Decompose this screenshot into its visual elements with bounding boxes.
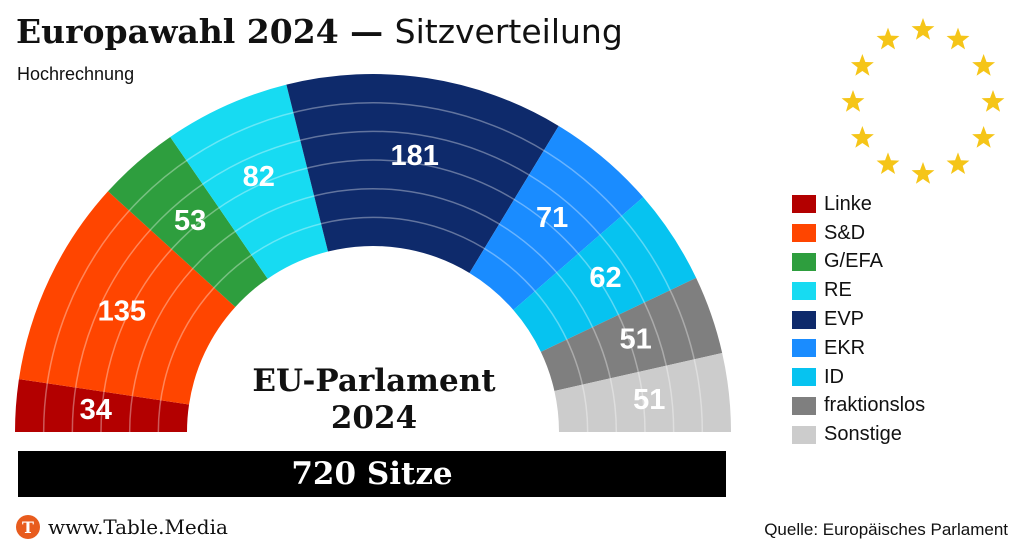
seat-label-sonstige: 51 xyxy=(633,384,665,416)
total-seats-bar: 720 Sitze xyxy=(18,451,726,497)
star-icon xyxy=(850,126,874,148)
star-icon xyxy=(841,90,865,112)
seat-segment-evp xyxy=(286,74,559,273)
legend-label: EVP xyxy=(824,308,865,331)
legend-label: ID xyxy=(824,365,844,388)
legend-swatch xyxy=(792,368,816,387)
seat-label-fraktionslos: 51 xyxy=(620,324,652,356)
legend-label: fraktionslos xyxy=(824,394,926,417)
seat-segments xyxy=(15,74,731,432)
seat-segment-id xyxy=(513,197,697,352)
legend-swatch xyxy=(792,224,816,243)
chart-subtitle: Hochrechnung xyxy=(17,64,135,84)
legend-label: G/EFA xyxy=(824,250,883,273)
seat-ring-line xyxy=(100,159,646,433)
seat-label-s-d: 135 xyxy=(98,296,146,328)
legend: Linke S&D G/EFA RE EVP EKR ID fraktionslos Sonst… xyxy=(792,190,925,449)
seat-labels: 34 135 53 82 181 71 62 51 51 xyxy=(80,140,666,426)
seat-segment-linke xyxy=(15,379,190,432)
legend-swatch xyxy=(792,310,816,329)
legend-label: Sonstige xyxy=(824,423,902,446)
star-icon xyxy=(850,54,874,76)
branding: T www.Table.Media xyxy=(16,515,228,539)
legend-item: ID xyxy=(792,363,925,392)
legend-item: Sonstige xyxy=(792,420,925,449)
star-icon xyxy=(876,152,900,175)
eu-stars-emblem xyxy=(841,18,1005,184)
legend-item: S&D xyxy=(792,219,925,248)
seat-ring-line xyxy=(71,130,675,433)
legend-label: RE xyxy=(824,279,852,302)
legend-swatch xyxy=(792,339,816,358)
legend-swatch xyxy=(792,281,816,300)
seat-label-linke: 34 xyxy=(80,394,112,426)
seat-ring-line xyxy=(128,188,618,433)
legend-item: EKR xyxy=(792,334,925,363)
seat-segment-s-d xyxy=(18,191,236,405)
legend-swatch xyxy=(792,396,816,415)
star-icon xyxy=(946,152,970,175)
seat-label-ekr: 71 xyxy=(536,202,568,234)
seat-label-g-efa: 53 xyxy=(174,205,206,237)
star-icon xyxy=(981,90,1005,112)
seat-rings xyxy=(42,102,704,433)
legend-swatch xyxy=(792,252,816,271)
legend-item: RE xyxy=(792,276,925,305)
legend-swatch xyxy=(792,195,816,214)
star-icon xyxy=(972,54,996,76)
legend-item: fraktionslos xyxy=(792,392,925,421)
seat-label-id: 62 xyxy=(589,262,621,294)
legend-item: G/EFA xyxy=(792,248,925,277)
site-name: www.Table.Media xyxy=(48,515,228,539)
legend-item: EVP xyxy=(792,305,925,334)
star-icon xyxy=(876,27,900,50)
legend-label: Linke xyxy=(824,192,872,215)
seat-segment-sonstige xyxy=(554,352,731,432)
source-note: Quelle: Europäisches Parlament xyxy=(764,520,1008,539)
seat-segment-ekr xyxy=(469,125,644,310)
legend-item: Linke xyxy=(792,190,925,219)
legend-swatch xyxy=(792,425,816,444)
star-icon xyxy=(972,126,996,148)
legend-label: EKR xyxy=(824,336,866,359)
legend-label: S&D xyxy=(824,221,866,244)
seat-ring-line xyxy=(42,102,704,433)
title-main: Europawahl 2024 xyxy=(16,12,339,51)
seat-segment-fraktionslos xyxy=(540,277,723,391)
seat-label-evp: 181 xyxy=(390,140,438,172)
seat-ring-line xyxy=(157,216,589,433)
title-secondary: Sitzverteilung xyxy=(394,12,623,51)
chart-title: Europawahl 2024 — Sitzverteilung xyxy=(16,12,623,51)
star-icon xyxy=(911,162,935,184)
table-media-logo: T xyxy=(16,515,40,539)
title-separator: — xyxy=(338,12,395,51)
seat-label-re: 82 xyxy=(243,161,275,193)
seat-segment-g-efa xyxy=(108,136,268,307)
seat-segment-re xyxy=(170,84,329,279)
star-icon xyxy=(946,27,970,50)
star-icon xyxy=(911,18,935,40)
center-title: EU-Parlament xyxy=(252,363,496,399)
center-year: 2024 xyxy=(331,400,417,436)
